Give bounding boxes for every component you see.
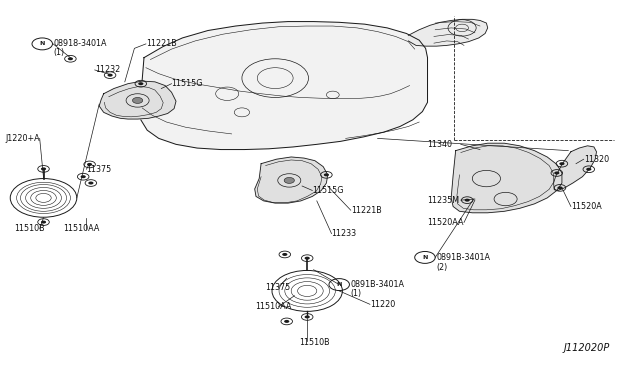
- Circle shape: [138, 82, 143, 85]
- Text: 11515G: 11515G: [172, 79, 203, 88]
- Text: 11235M: 11235M: [428, 196, 460, 205]
- Polygon shape: [408, 19, 488, 46]
- Polygon shape: [140, 22, 428, 150]
- Circle shape: [305, 315, 310, 318]
- Circle shape: [132, 97, 143, 103]
- Text: 08918-3401A: 08918-3401A: [53, 39, 107, 48]
- Text: 0891B-3401A: 0891B-3401A: [351, 280, 404, 289]
- Circle shape: [108, 74, 113, 77]
- Polygon shape: [99, 81, 176, 119]
- Text: N: N: [422, 255, 428, 260]
- Text: 11515G: 11515G: [312, 186, 344, 195]
- Text: 11233: 11233: [332, 229, 356, 238]
- Circle shape: [88, 182, 93, 185]
- Circle shape: [41, 221, 46, 224]
- Text: 11220: 11220: [370, 300, 395, 309]
- Polygon shape: [554, 146, 596, 190]
- Text: 11320: 11320: [584, 155, 609, 164]
- Text: 11510B: 11510B: [300, 339, 330, 347]
- Circle shape: [284, 177, 294, 183]
- Circle shape: [284, 320, 289, 323]
- Circle shape: [559, 162, 564, 165]
- Text: 11340: 11340: [428, 140, 452, 149]
- Text: 11375: 11375: [266, 283, 291, 292]
- Text: J1220+A: J1220+A: [5, 134, 40, 143]
- Text: 11232: 11232: [95, 65, 120, 74]
- Circle shape: [282, 253, 287, 256]
- Circle shape: [554, 171, 559, 174]
- Text: N: N: [337, 282, 342, 287]
- Text: 11520AA: 11520AA: [428, 218, 464, 227]
- Text: 11520A: 11520A: [571, 202, 602, 211]
- Text: 11510AA: 11510AA: [63, 224, 99, 233]
- Text: (1): (1): [53, 48, 64, 57]
- Circle shape: [305, 257, 310, 260]
- Text: 11221B: 11221B: [351, 206, 381, 215]
- Text: 0891B-3401A: 0891B-3401A: [436, 253, 490, 262]
- Circle shape: [465, 199, 470, 202]
- Polygon shape: [255, 157, 328, 203]
- Text: 11221B: 11221B: [146, 39, 177, 48]
- Circle shape: [41, 167, 46, 170]
- Text: 11510B: 11510B: [14, 224, 45, 233]
- Circle shape: [87, 163, 92, 166]
- Text: (2): (2): [436, 263, 448, 272]
- Text: N: N: [40, 41, 45, 46]
- Circle shape: [586, 168, 591, 171]
- Circle shape: [68, 57, 73, 60]
- Polygon shape: [451, 143, 562, 213]
- Circle shape: [324, 173, 329, 176]
- Text: J112020P: J112020P: [563, 343, 609, 353]
- Text: (1): (1): [351, 289, 362, 298]
- Text: 11510AA: 11510AA: [255, 302, 291, 311]
- Circle shape: [557, 186, 563, 189]
- Text: 11375: 11375: [86, 165, 111, 174]
- Circle shape: [81, 175, 86, 178]
